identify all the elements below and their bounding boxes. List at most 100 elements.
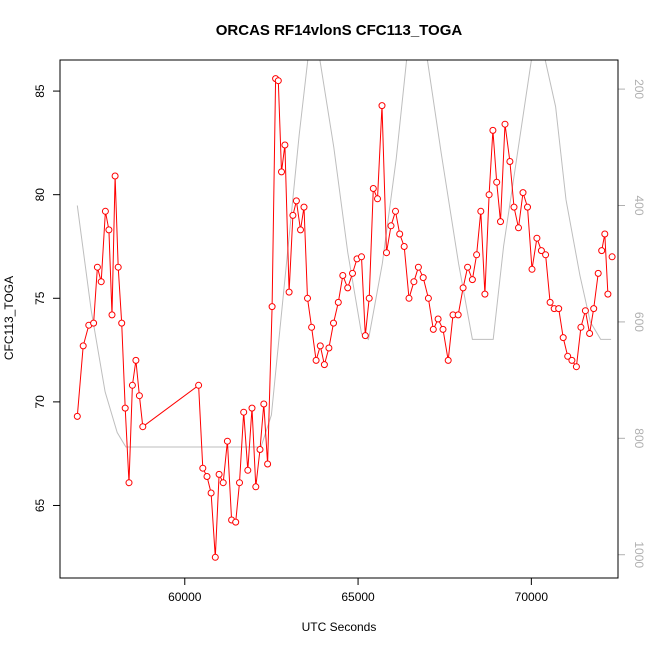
- data-point: [114, 263, 122, 271]
- data-point: [387, 222, 395, 230]
- data-point: [515, 224, 522, 232]
- chart-title: ORCAS RF14vlonS CFC113_TOGA: [216, 22, 463, 39]
- data-point: [349, 269, 356, 277]
- data-point: [414, 263, 422, 271]
- data-point: [79, 342, 87, 350]
- data-point: [297, 226, 304, 234]
- data-point: [97, 278, 105, 286]
- data-point: [320, 361, 328, 369]
- data-point: [493, 178, 501, 186]
- data-point: [285, 288, 293, 296]
- data-point: [581, 307, 589, 315]
- data-point: [121, 404, 129, 412]
- data-point: [334, 298, 342, 306]
- data-point: [128, 381, 136, 389]
- data-point: [232, 518, 240, 526]
- data-point: [608, 253, 616, 261]
- series-line-0: [76, 77, 599, 558]
- data-point: [481, 290, 489, 298]
- data-point: [105, 226, 113, 234]
- data-point: [537, 247, 545, 255]
- data-point: [497, 218, 504, 226]
- data-point: [506, 158, 514, 165]
- y-tick-label: 75: [33, 291, 47, 305]
- data-point: [281, 141, 289, 149]
- data-point: [215, 470, 223, 478]
- data-point: [304, 294, 311, 302]
- data-point: [90, 319, 98, 327]
- data-point: [361, 332, 369, 340]
- right-axis-tick-label: 600: [632, 312, 646, 332]
- data-point: [555, 305, 563, 313]
- data-point: [330, 319, 337, 327]
- right-axis-tick-label: 200: [632, 79, 646, 99]
- data-point: [93, 263, 101, 271]
- data-point: [125, 479, 133, 487]
- data-point: [429, 325, 437, 333]
- data-point: [344, 284, 352, 292]
- data-point: [312, 356, 320, 364]
- data-point: [559, 334, 567, 342]
- data-point: [358, 253, 365, 261]
- y-tick-label: 70: [33, 395, 47, 409]
- data-point: [256, 446, 264, 453]
- data-point: [590, 305, 598, 313]
- x-tick-label: 70000: [515, 590, 549, 604]
- data-point: [223, 437, 231, 445]
- data-point: [598, 247, 606, 255]
- data-point: [118, 319, 126, 327]
- altitude-line: [76, 60, 612, 448]
- data-point: [73, 412, 81, 420]
- data-point: [101, 207, 109, 215]
- y-axis-label: CFC113_TOGA: [2, 276, 16, 360]
- plot-frame: [59, 59, 619, 579]
- data-point: [316, 342, 324, 350]
- data-point: [325, 344, 333, 352]
- data-point: [132, 356, 140, 364]
- series-line-1: [601, 233, 609, 295]
- data-point: [454, 311, 462, 319]
- data-point: [260, 400, 268, 408]
- x-tick-label: 60000: [168, 590, 202, 604]
- data-point: [108, 311, 116, 319]
- data-point: [292, 197, 300, 205]
- data-point: [240, 408, 248, 416]
- data-point: [510, 203, 518, 211]
- data-point: [405, 294, 413, 302]
- data-point: [236, 479, 243, 487]
- data-point: [139, 423, 147, 431]
- data-point: [410, 278, 418, 286]
- data-point: [396, 230, 404, 238]
- data-point: [572, 363, 580, 371]
- data-point: [468, 276, 476, 284]
- data-point: [392, 207, 399, 215]
- data-point: [268, 303, 276, 311]
- data-point: [434, 315, 442, 323]
- series-layer: [73, 75, 616, 561]
- data-point: [300, 203, 308, 211]
- data-point: [369, 185, 377, 192]
- right-axis-tick-label: 400: [632, 195, 646, 215]
- data-point: [533, 234, 541, 242]
- data-point: [274, 77, 282, 85]
- data-point: [339, 272, 347, 279]
- axes: 60000 65000 70000 65 70 75 80 85 200 400 600 800 100…: [33, 79, 646, 604]
- data-point: [278, 168, 285, 176]
- data-point: [289, 211, 297, 219]
- data-point: [424, 294, 432, 302]
- data-point: [501, 120, 509, 128]
- data-point: [528, 265, 536, 273]
- altitude-profile: [76, 60, 612, 448]
- data-point: [211, 553, 219, 561]
- data-point: [199, 464, 207, 472]
- data-point: [601, 230, 609, 238]
- data-point: [564, 352, 572, 360]
- data-point: [207, 489, 215, 497]
- data-point: [252, 483, 260, 491]
- data-point: [383, 249, 390, 257]
- data-point: [308, 323, 316, 331]
- data-point: [111, 172, 119, 180]
- data-point: [577, 323, 585, 331]
- data-point: [485, 191, 493, 199]
